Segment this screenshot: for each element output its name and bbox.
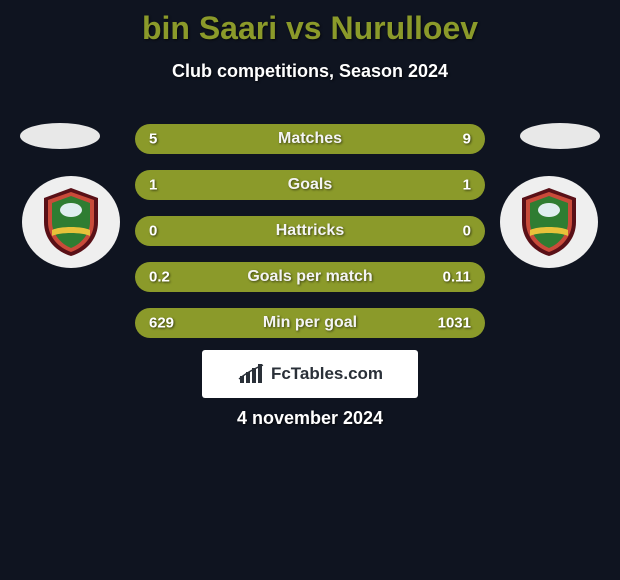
stat-label: Goals per match <box>247 268 372 286</box>
club-badge-right <box>500 176 598 268</box>
stat-row: 629 Min per goal 1031 <box>135 308 485 338</box>
stat-row: 1 Goals 1 <box>135 170 485 200</box>
stat-right-value: 0.11 <box>443 269 471 286</box>
stat-right-value: 9 <box>463 131 471 148</box>
subtitle: Club competitions, Season 2024 <box>0 61 620 82</box>
stat-right-value: 1031 <box>438 315 471 332</box>
comparison-card: bin Saari vs Nurulloev Club competitions… <box>0 0 620 580</box>
site-logo-text: FcTables.com <box>271 364 383 384</box>
footer-date: 4 november 2024 <box>0 408 620 429</box>
stat-left-value: 629 <box>149 315 174 332</box>
stat-row: 5 Matches 9 <box>135 124 485 154</box>
stat-label: Hattricks <box>276 222 344 240</box>
stat-right-value: 0 <box>463 223 471 240</box>
stat-label: Min per goal <box>263 314 357 332</box>
page-title: bin Saari vs Nurulloev <box>0 0 620 47</box>
stat-left-value: 5 <box>149 131 157 148</box>
stat-row: 0 Hattricks 0 <box>135 216 485 246</box>
player-oval-right <box>520 123 600 149</box>
bar-chart-icon <box>237 362 265 386</box>
shield-icon <box>518 186 580 258</box>
stats-rows: 5 Matches 9 1 Goals 1 0 Hattricks 0 0.2 … <box>135 124 485 354</box>
stat-left-value: 0 <box>149 223 157 240</box>
stat-right-value: 1 <box>463 177 471 194</box>
stat-label: Goals <box>288 176 332 194</box>
stat-label: Matches <box>278 130 342 148</box>
stat-row: 0.2 Goals per match 0.11 <box>135 262 485 292</box>
stat-left-value: 0.2 <box>149 269 170 286</box>
site-logo: FcTables.com <box>202 350 418 398</box>
club-badge-left <box>22 176 120 268</box>
stat-left-value: 1 <box>149 177 157 194</box>
shield-icon <box>40 186 102 258</box>
player-oval-left <box>20 123 100 149</box>
